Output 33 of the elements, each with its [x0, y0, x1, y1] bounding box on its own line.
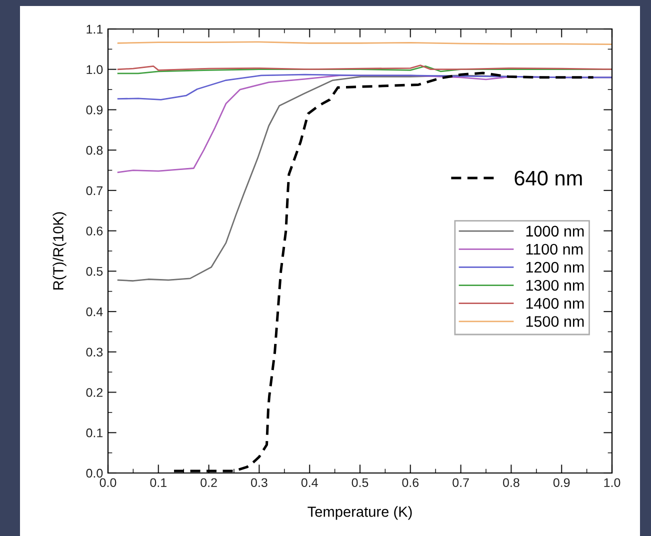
x-tick-label: 0.5: [352, 478, 368, 488]
x-axis-title: Temperature (K): [308, 506, 412, 520]
y-tick-label: 0.8: [86, 146, 103, 155]
x-tick-label: 0.4: [301, 478, 318, 488]
y-tick-label: 0.7: [86, 186, 103, 196]
y-axis-title: R(T)/R(10K): [52, 212, 66, 290]
y-tick-label: 1.0: [86, 65, 103, 74]
x-tick-label: 0.8: [503, 478, 520, 488]
x-tick-label: 0.1: [150, 478, 166, 488]
x-tick-label: 0.2: [200, 478, 217, 488]
y-tick-label: 0.9: [86, 106, 103, 114]
legend-label: 1400 nm: [526, 298, 584, 309]
y-tick-label: 0.0: [86, 468, 103, 478]
y-tick-label: 0.4: [86, 307, 103, 316]
x-tick-label: 0.7: [452, 478, 469, 488]
x-tick-label: 0.3: [251, 478, 268, 488]
legend-label: 1500 nm: [526, 316, 584, 327]
y-tick-label: 0.3: [86, 348, 103, 357]
y-tick-label: 1.1: [86, 24, 103, 34]
legend-label: 1300 nm: [526, 280, 584, 291]
legend-label: 640 nm: [514, 170, 582, 186]
x-tick-label: 0.0: [100, 478, 116, 488]
y-tick-label: 0.5: [86, 266, 103, 276]
x-tick-label: 0.6: [402, 478, 419, 488]
y-tick-label: 0.6: [86, 226, 103, 236]
line-series: [117, 74, 612, 100]
legend-label: 1200 nm: [526, 262, 584, 273]
y-tick-label: 0.1: [86, 428, 103, 438]
x-tick-label: 0.9: [553, 478, 570, 488]
x-tick-label: 1.0: [604, 478, 620, 488]
legend-label: 1000 nm: [526, 226, 584, 237]
y-tick-label: 0.2: [86, 388, 103, 397]
legend-label: 1100 nm: [526, 244, 583, 255]
